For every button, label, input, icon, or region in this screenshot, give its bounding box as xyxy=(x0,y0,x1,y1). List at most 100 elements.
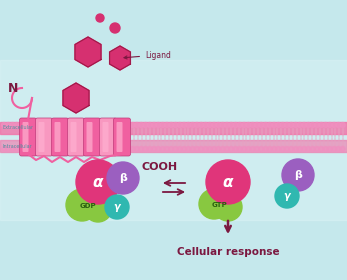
FancyBboxPatch shape xyxy=(68,118,85,156)
Polygon shape xyxy=(63,83,89,113)
Circle shape xyxy=(323,146,328,151)
Circle shape xyxy=(177,123,182,127)
FancyBboxPatch shape xyxy=(23,122,28,152)
Circle shape xyxy=(14,123,19,127)
Circle shape xyxy=(10,123,15,127)
Circle shape xyxy=(40,146,45,151)
Circle shape xyxy=(1,123,7,127)
Circle shape xyxy=(139,123,144,127)
Circle shape xyxy=(169,146,174,151)
Circle shape xyxy=(233,146,238,151)
Circle shape xyxy=(109,146,114,151)
Text: β: β xyxy=(294,170,302,180)
FancyBboxPatch shape xyxy=(19,118,36,156)
Circle shape xyxy=(53,123,58,127)
Text: β: β xyxy=(119,173,127,183)
Circle shape xyxy=(254,123,260,127)
Circle shape xyxy=(259,123,264,127)
Circle shape xyxy=(70,146,75,151)
Circle shape xyxy=(27,146,32,151)
Circle shape xyxy=(314,146,320,151)
Circle shape xyxy=(66,123,71,127)
Circle shape xyxy=(121,123,127,127)
Circle shape xyxy=(19,123,24,127)
Text: N: N xyxy=(8,82,18,95)
Circle shape xyxy=(66,189,98,221)
Circle shape xyxy=(49,123,54,127)
Circle shape xyxy=(57,146,62,151)
Text: Cellular response: Cellular response xyxy=(177,247,279,257)
Circle shape xyxy=(207,146,212,151)
Circle shape xyxy=(23,146,28,151)
Circle shape xyxy=(327,146,332,151)
Circle shape xyxy=(246,146,251,151)
Circle shape xyxy=(79,146,84,151)
FancyBboxPatch shape xyxy=(35,118,52,156)
Circle shape xyxy=(293,146,298,151)
FancyBboxPatch shape xyxy=(39,122,44,152)
Circle shape xyxy=(275,184,299,208)
FancyBboxPatch shape xyxy=(113,118,130,156)
Circle shape xyxy=(66,146,71,151)
Bar xyxy=(0,60,347,220)
Circle shape xyxy=(92,123,96,127)
Circle shape xyxy=(169,123,174,127)
Circle shape xyxy=(190,123,195,127)
Text: α: α xyxy=(223,174,233,190)
Circle shape xyxy=(134,146,139,151)
Circle shape xyxy=(152,123,156,127)
Circle shape xyxy=(229,146,234,151)
Circle shape xyxy=(1,146,7,151)
Circle shape xyxy=(44,123,49,127)
Circle shape xyxy=(70,123,75,127)
Circle shape xyxy=(96,146,101,151)
Circle shape xyxy=(212,146,217,151)
Text: GDP: GDP xyxy=(80,203,96,209)
Circle shape xyxy=(212,123,217,127)
Circle shape xyxy=(121,146,127,151)
FancyBboxPatch shape xyxy=(117,122,122,152)
Circle shape xyxy=(242,146,247,151)
Circle shape xyxy=(96,123,101,127)
Circle shape xyxy=(310,146,315,151)
Circle shape xyxy=(332,146,337,151)
Circle shape xyxy=(87,146,92,151)
Circle shape xyxy=(181,146,187,151)
Circle shape xyxy=(173,146,178,151)
Circle shape xyxy=(302,146,307,151)
Circle shape xyxy=(6,146,11,151)
Circle shape xyxy=(160,123,165,127)
Bar xyxy=(0,140,347,152)
Circle shape xyxy=(104,146,109,151)
FancyBboxPatch shape xyxy=(100,118,117,156)
FancyBboxPatch shape xyxy=(102,122,109,152)
Circle shape xyxy=(147,146,152,151)
Circle shape xyxy=(194,123,200,127)
Circle shape xyxy=(130,123,135,127)
Circle shape xyxy=(40,123,45,127)
Text: γ: γ xyxy=(284,191,290,201)
Circle shape xyxy=(104,123,109,127)
Circle shape xyxy=(250,146,255,151)
Circle shape xyxy=(74,146,79,151)
Circle shape xyxy=(203,146,208,151)
Circle shape xyxy=(156,146,161,151)
Circle shape xyxy=(199,189,229,219)
Circle shape xyxy=(250,123,255,127)
Circle shape xyxy=(282,159,314,191)
FancyBboxPatch shape xyxy=(51,118,68,156)
FancyBboxPatch shape xyxy=(86,122,93,152)
Circle shape xyxy=(134,123,139,127)
Circle shape xyxy=(306,123,311,127)
Circle shape xyxy=(203,123,208,127)
Circle shape xyxy=(297,146,302,151)
Circle shape xyxy=(10,146,15,151)
Circle shape xyxy=(53,146,58,151)
Bar xyxy=(0,122,347,134)
Circle shape xyxy=(323,123,328,127)
Circle shape xyxy=(100,123,105,127)
Circle shape xyxy=(156,123,161,127)
Circle shape xyxy=(336,146,341,151)
Circle shape xyxy=(109,123,114,127)
Circle shape xyxy=(143,123,148,127)
